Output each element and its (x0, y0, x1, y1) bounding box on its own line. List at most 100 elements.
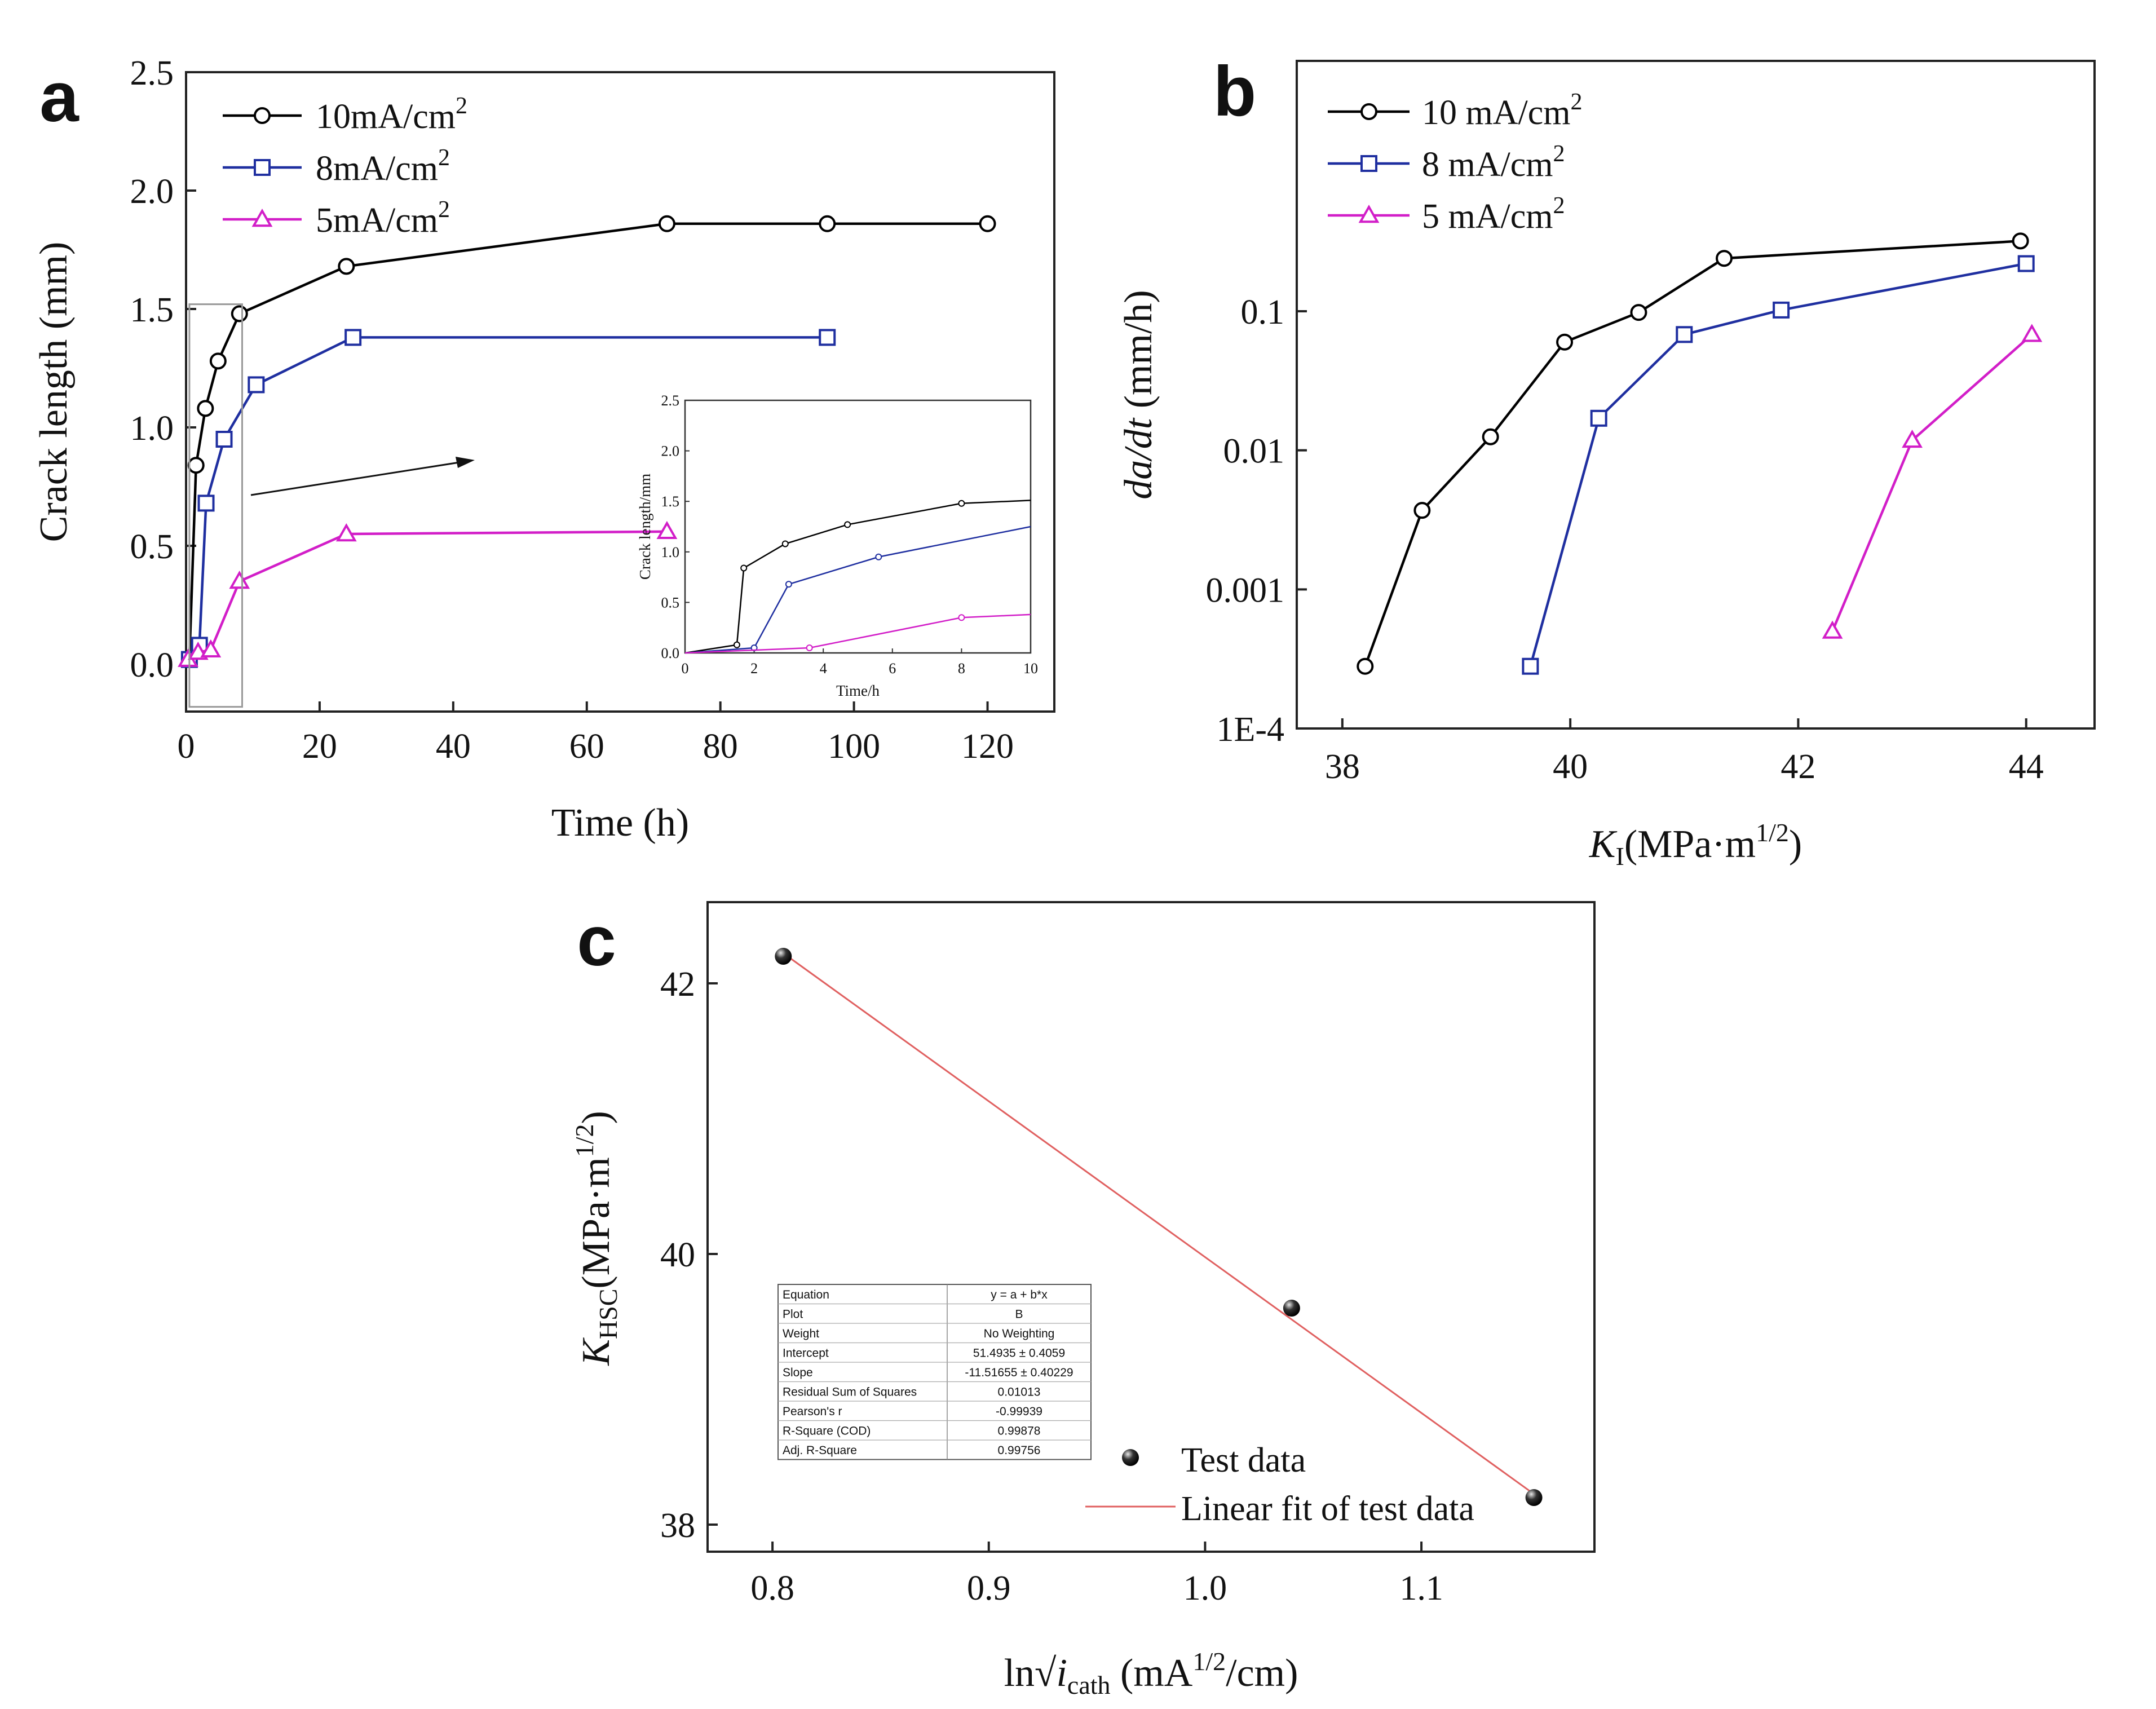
x-label-superscript: 1/2 (1192, 1647, 1226, 1676)
legend-marker (254, 107, 271, 124)
x-tick-label: 0 (178, 727, 195, 766)
inset-y-tick-label: 0.0 (661, 645, 680, 661)
x-label-end: /cm) (1226, 1651, 1298, 1695)
legend-label: 5 mA/cm2 (1422, 193, 1565, 236)
fit-table-value: 0.99878 (998, 1425, 1041, 1438)
data-point (819, 215, 836, 232)
x-label-symbol: i (1056, 1651, 1067, 1695)
data-point (1676, 326, 1693, 343)
data-point (215, 431, 233, 448)
legend-superscript: 2 (1553, 193, 1565, 219)
plot-frame (1296, 60, 2096, 730)
fit-table (777, 1284, 1092, 1460)
data-point (335, 523, 357, 542)
fit-table-value: 51.4935 ± 0.4059 (973, 1347, 1065, 1360)
data-point (248, 376, 265, 394)
y-tick-label: 2.5 (130, 54, 174, 92)
data-point (656, 520, 678, 540)
y-label-symbol: da/dt (1117, 417, 1160, 499)
zoom-arrow (250, 461, 460, 496)
inset-data-point (785, 581, 792, 588)
x-tick-label: 0.9 (967, 1569, 1011, 1608)
panel-label: c (577, 902, 616, 981)
x-tick-label: 40 (1553, 748, 1588, 786)
y-tick-label: 42 (660, 965, 695, 1004)
x-label-subscript: cath (1067, 1671, 1111, 1699)
legend-label: 8 mA/cm2 (1422, 141, 1565, 184)
data-point (1822, 620, 1843, 639)
legend-marker (1358, 205, 1380, 223)
inset-y-tick-label: 0.5 (661, 594, 680, 611)
fit-table-value: 0.01013 (998, 1386, 1041, 1399)
legend-superscript: 2 (438, 197, 450, 223)
data-point (231, 305, 248, 323)
legend-label: Test data (1181, 1441, 1306, 1480)
y-tick-label: 0.5 (130, 528, 174, 566)
fit-table-key: Pearson's r (783, 1405, 842, 1418)
data-point (1630, 304, 1647, 321)
x-tick-label: 20 (302, 727, 337, 766)
legend-marker (1122, 1449, 1139, 1466)
legend-name: 10mA/cm (316, 98, 456, 136)
data-point (775, 948, 792, 965)
x-label-unit: (mA (1111, 1651, 1193, 1695)
data-point (1413, 502, 1431, 519)
inset-x-tick-label: 8 (958, 660, 965, 677)
legend-label: 10 mA/cm2 (1422, 89, 1582, 132)
data-point (197, 494, 215, 512)
fit-table-value: B (1015, 1308, 1023, 1321)
y-tick-label: 0.001 (1206, 571, 1285, 610)
zoom-arrow-head (456, 457, 475, 468)
inset-y-tick-label: 2.5 (661, 392, 680, 409)
x-axis-label: KI(MPa·m1/2) (1589, 818, 1802, 871)
legend-name: 8 mA/cm (1422, 145, 1553, 184)
x-tick-label: 1.1 (1399, 1569, 1443, 1608)
fit-table-value: -11.51655 ± 0.40229 (965, 1366, 1073, 1379)
inset-y-axis-label: Crack length/mm (637, 474, 653, 580)
inset-data-point (806, 644, 813, 652)
fit-table-key: Weight (783, 1327, 819, 1340)
legend-superscript: 2 (438, 145, 450, 171)
y-axis-label: Crack length (mm) (32, 242, 76, 542)
data-point (1482, 428, 1499, 445)
inset-x-tick-label: 0 (682, 660, 689, 677)
data-point (2017, 255, 2035, 272)
inset-data-point (875, 553, 882, 560)
x-tick-label: 60 (569, 727, 604, 766)
legend-superscript: 2 (456, 93, 467, 119)
data-point (658, 215, 675, 232)
y-label-unit: (mm/h) (1117, 290, 1160, 418)
inset-frame (684, 399, 1032, 654)
x-label-superscript: 1/2 (1756, 818, 1789, 847)
fit-table-key: R-Square (COD) (783, 1425, 871, 1438)
y-tick-label: 1E-4 (1216, 710, 1284, 749)
x-axis-label: ln√icath (mA1/2/cm) (1004, 1647, 1298, 1699)
data-point (979, 215, 996, 232)
inset-y-tick-label: 2.0 (661, 443, 680, 460)
y-tick-label: 0.1 (1241, 293, 1285, 332)
y-tick-label: 1.5 (130, 291, 174, 329)
y-label-superscript: 1/2 (570, 1124, 599, 1158)
fit-table-key: Intercept (783, 1347, 829, 1360)
legend-name: 10 mA/cm (1422, 94, 1570, 132)
x-tick-label: 80 (703, 727, 738, 766)
x-tick-label: 0.8 (750, 1569, 794, 1608)
fit-table-value: No Weighting (984, 1327, 1055, 1340)
panel-label: b (1213, 52, 1256, 131)
data-point (1773, 301, 1790, 319)
inset-x-tick-label: 6 (889, 660, 896, 677)
data-point (2021, 324, 2043, 342)
legend-marker (254, 159, 271, 176)
inset-x-axis-label: Time/h (836, 682, 880, 699)
x-label-end: ) (1789, 823, 1802, 866)
x-axis-label: Time (h) (551, 801, 689, 845)
y-label-end: ) (575, 1111, 618, 1124)
inset-x-tick-label: 4 (820, 660, 827, 677)
legend-label: 8mA/cm2 (316, 145, 450, 188)
inset-data-point (781, 540, 789, 547)
fit-table-key: Residual Sum of Squares (783, 1386, 917, 1399)
legend-superscript: 2 (1570, 89, 1582, 115)
data-point (1283, 1300, 1300, 1317)
